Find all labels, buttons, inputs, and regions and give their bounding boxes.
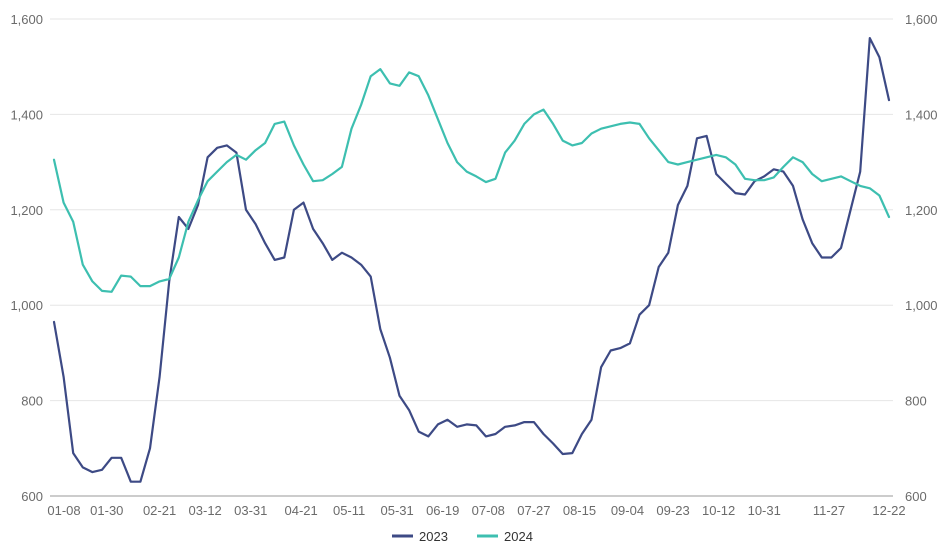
y-tick-label-1200: 1,200 — [10, 203, 43, 218]
legend-label-2024: 2024 — [504, 529, 533, 544]
y-tick-label-800: 800 — [21, 394, 43, 409]
x-tick-label-04-21: 04-21 — [285, 503, 318, 518]
x-tick-label-09-04: 09-04 — [611, 503, 644, 518]
x-tick-label-02-21: 02-21 — [143, 503, 176, 518]
series-lines — [52, 36, 891, 483]
series-line-2024 — [52, 67, 891, 293]
x-tick-label-10-31: 10-31 — [748, 503, 781, 518]
x-tick-label-12-22: 12-22 — [872, 503, 905, 518]
legend-item-2023[interactable]: 2023 — [392, 529, 448, 544]
x-tick-label-11-27: 11-27 — [813, 503, 845, 518]
y2-tick-label-800: 800 — [905, 394, 927, 409]
x-tick-label-07-08: 07-08 — [472, 503, 505, 518]
y2-tick-label-1400: 1,400 — [905, 107, 938, 122]
x-tick-label-10-12: 10-12 — [702, 503, 735, 518]
series-line-2023 — [52, 36, 891, 483]
legend-item-2024[interactable]: 2024 — [477, 529, 533, 544]
y2-tick-label-1600: 1,600 — [905, 12, 938, 27]
y-tick-label-1000: 1,000 — [10, 298, 43, 313]
x-tick-label-03-12: 03-12 — [189, 503, 222, 518]
x-tick-label-05-11: 05-11 — [333, 503, 365, 518]
x-tick-label-05-31: 05-31 — [380, 503, 413, 518]
x-tick-label-01-08: 01-08 — [47, 503, 80, 518]
y2-tick-label-1000: 1,000 — [905, 298, 938, 313]
y-axis-right: 600 800 1,000 1,200 1,400 1,600 — [905, 12, 938, 504]
y-tick-label-1400: 1,400 — [10, 107, 43, 122]
x-tick-label-08-15: 08-15 — [563, 503, 596, 518]
x-tick-label-07-27: 07-27 — [517, 503, 550, 518]
x-tick-label-03-31: 03-31 — [234, 503, 267, 518]
grid-lines — [50, 18, 893, 402]
y-tick-label-1600: 1,600 — [10, 12, 43, 27]
legend: 2023 2024 — [392, 529, 533, 544]
x-axis: 01-08 01-30 02-21 03-12 03-31 04-21 05-11 05-31… — [47, 495, 906, 518]
y2-tick-label-600: 600 — [905, 489, 927, 504]
y-axis-left: 600 800 1,000 1,200 1,400 1,600 — [10, 12, 43, 504]
x-tick-label-06-19: 06-19 — [426, 503, 459, 518]
legend-label-2023: 2023 — [419, 529, 448, 544]
x-tick-label-09-23: 09-23 — [656, 503, 689, 518]
y-tick-label-600: 600 — [21, 489, 43, 504]
x-tick-label-01-30: 01-30 — [90, 503, 123, 518]
y2-tick-label-1200: 1,200 — [905, 203, 938, 218]
